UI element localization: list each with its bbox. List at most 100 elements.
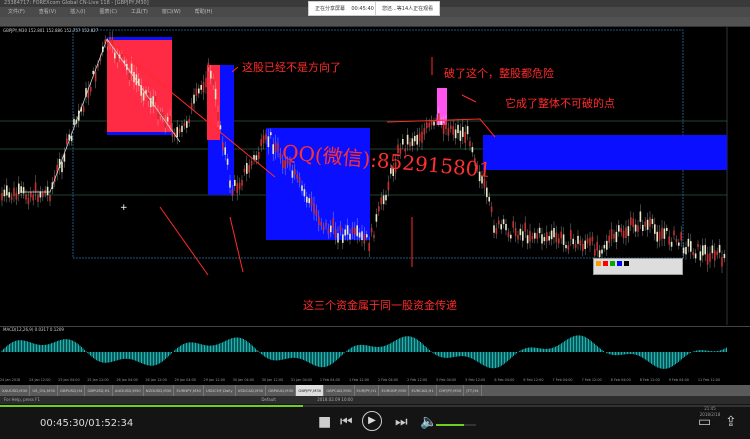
volume-slider[interactable] — [436, 424, 476, 426]
candle — [279, 152, 282, 159]
candle — [255, 155, 258, 161]
candle — [610, 229, 613, 240]
macd-bar — [724, 348, 726, 352]
macd-bar — [673, 352, 675, 366]
macd-bar — [324, 352, 325, 368]
time-tick: 29 Jan 04:00 — [174, 378, 196, 382]
macd-bar — [165, 352, 166, 360]
chart-tab[interactable]: XAUUSD,M30 — [0, 385, 31, 396]
macd-bar — [541, 348, 543, 352]
macd-bar — [97, 352, 99, 361]
macd-bar — [60, 340, 61, 352]
macd-bar — [354, 346, 355, 352]
menu-window[interactable]: 窗口(W) — [161, 9, 181, 15]
macd-bar — [409, 336, 411, 352]
price-chart[interactable]: + GBPJPY,M30 152.801 152.886 152.757 152… — [0, 27, 750, 325]
macd-bar — [435, 352, 436, 355]
candle — [678, 242, 680, 246]
macd-bar — [241, 338, 243, 352]
play-button[interactable]: ▶ — [362, 411, 382, 431]
candle — [464, 132, 466, 143]
macd-bar — [280, 352, 282, 360]
candle — [529, 230, 531, 242]
chart-tab[interactable]: GBPCAD,M30 — [324, 385, 355, 396]
macd-bar — [198, 343, 199, 352]
chart-tab[interactable]: GBPUSD,H1 — [85, 385, 113, 396]
share-button[interactable]: ⇪ — [725, 414, 737, 430]
macd-bar — [25, 341, 27, 352]
macd-bar — [96, 352, 97, 361]
candle — [426, 122, 428, 129]
macd-bar — [24, 340, 25, 352]
macd-bar — [370, 346, 372, 352]
macd-bar — [538, 348, 540, 352]
macd-bar — [94, 352, 96, 360]
chart-tab[interactable]: EURJPY,H1 — [355, 385, 380, 396]
macd-bar — [114, 352, 115, 362]
chart-tab[interactable]: GBPJPY,M30 — [296, 385, 325, 396]
chart-tab[interactable]: GBPAUD,M30 — [266, 385, 297, 396]
chart-tab[interactable]: USDCAD,M30 — [236, 385, 267, 396]
macd-bar — [580, 335, 582, 352]
menu-insert[interactable]: 插入(I) — [70, 9, 86, 15]
macd-bar — [720, 350, 721, 352]
chart-tab[interactable]: NZDUSD,M30 — [144, 385, 175, 396]
candle — [483, 178, 486, 188]
chart-tab[interactable]: EURCAD,H1 — [409, 385, 437, 396]
menu-view[interactable]: 查看(V) — [38, 9, 57, 15]
drawing-toolbar-popup[interactable] — [593, 258, 683, 275]
chart-tab[interactable]: AUDUSD,M30 — [113, 385, 144, 396]
macd-bar — [37, 344, 39, 352]
menu-help[interactable]: 帮助(H) — [194, 9, 213, 15]
macd-bar — [124, 352, 126, 359]
volume-icon[interactable]: 🔈 — [420, 414, 438, 430]
chart-tab[interactable]: USDCHF,Daily — [204, 385, 236, 396]
screen-button[interactable]: ▭ — [698, 414, 712, 430]
macd-bar — [418, 340, 420, 352]
macd-bar — [457, 352, 459, 357]
candle — [366, 234, 368, 238]
macd-bar — [166, 352, 168, 358]
candle — [147, 92, 150, 101]
annotation-arrows — [109, 41, 496, 276]
candle — [406, 134, 409, 145]
candle — [13, 187, 15, 197]
macd-bar — [135, 352, 136, 361]
macd-bar — [723, 349, 724, 352]
macd-bar — [67, 339, 69, 352]
menu-tools[interactable]: 工具(T) — [130, 9, 148, 15]
candle — [303, 189, 306, 197]
candle — [260, 139, 262, 147]
previous-button[interactable]: ⏮ — [340, 414, 353, 430]
macd-bar — [535, 347, 537, 352]
macd-bar — [553, 347, 555, 352]
candle — [145, 90, 147, 94]
candle — [361, 231, 363, 241]
candle — [90, 87, 92, 92]
candle — [613, 233, 615, 239]
chart-tab[interactable]: EURNPY,M30 — [174, 385, 204, 396]
candle — [42, 192, 44, 197]
menu-chart[interactable]: 图表(C) — [99, 9, 117, 15]
macd-bar — [255, 348, 256, 352]
candle — [68, 134, 70, 141]
progress-bar[interactable] — [0, 405, 750, 407]
macd-bar — [55, 341, 57, 352]
chart-tab[interactable]: EURGBP,M30 — [379, 385, 410, 396]
macd-bar — [319, 352, 321, 368]
candle — [188, 119, 190, 124]
macd-bar — [615, 352, 616, 356]
macd-bar — [436, 352, 438, 356]
next-button[interactable]: ⏭ — [395, 414, 408, 430]
chart-tab[interactable]: GBPUSD,H4 — [58, 385, 86, 396]
candle — [181, 125, 183, 132]
time-tick: 30 Jan 12:00 — [261, 378, 284, 382]
chart-tab[interactable]: US_OIL,M30 — [30, 385, 59, 396]
candle — [512, 221, 514, 228]
macd-bar — [534, 347, 535, 352]
menu-file[interactable]: 文件(F) — [8, 9, 25, 15]
macd-bar — [465, 352, 466, 357]
stop-button[interactable]: ■ — [318, 414, 332, 430]
chart-tab[interactable]: JTT,H4 — [464, 385, 482, 396]
chart-tab[interactable]: CHFJPY,M30 — [437, 385, 465, 396]
